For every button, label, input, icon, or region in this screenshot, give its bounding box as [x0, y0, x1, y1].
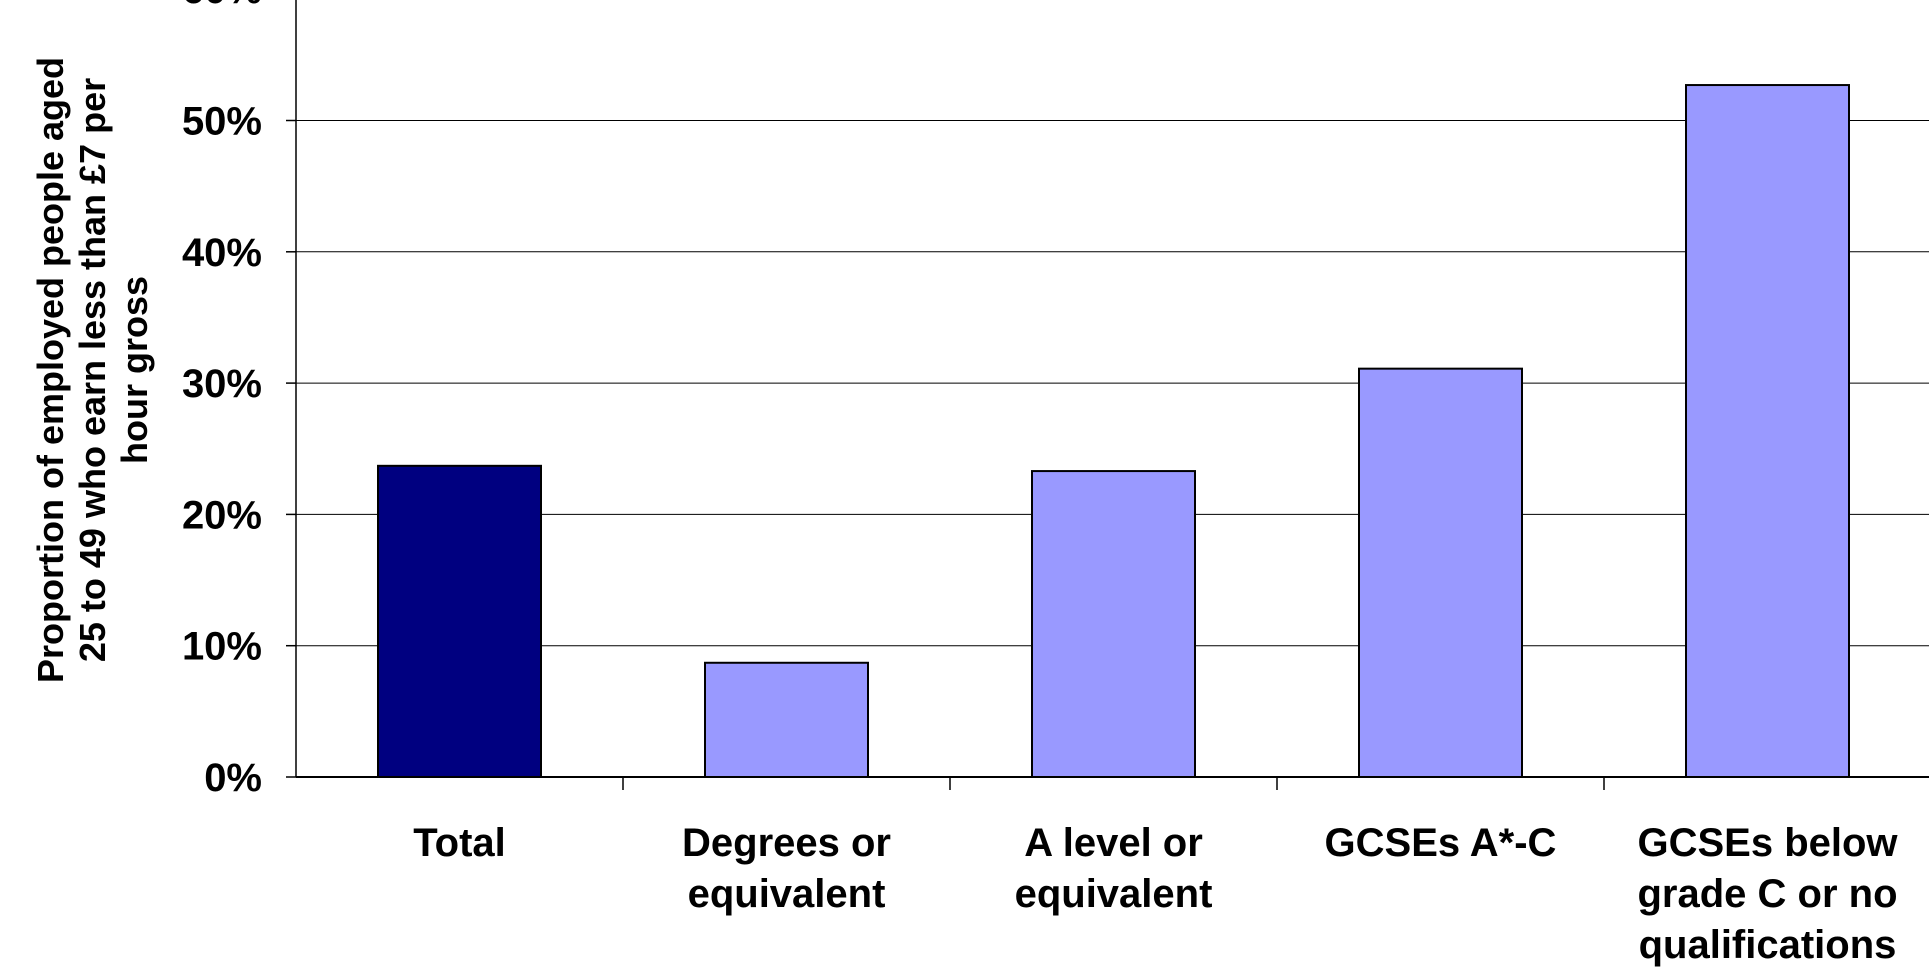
gridlines: [296, 120, 1929, 647]
y-tick-label: 50%: [182, 100, 262, 144]
bar-3: [1031, 470, 1196, 778]
y-tick-label: 30%: [182, 362, 262, 406]
x-category-label-line: A level or: [1024, 821, 1203, 865]
y-axis-title: Proportion of employed people aged25 to …: [30, 57, 155, 683]
x-category-label-line: equivalent: [1015, 872, 1213, 916]
y-tick-label: 40%: [182, 231, 262, 275]
x-category-label-line: Total: [413, 821, 506, 865]
bars: [377, 84, 1850, 778]
x-category-label: GCSEs A*-C: [1325, 821, 1557, 865]
y-axis-ticks: 0% 10% 20% 30% 40% 50% 60%: [182, 0, 296, 800]
y-tick-label: 0%: [204, 756, 262, 800]
x-category-label: Total: [413, 821, 506, 865]
y-axis-title-line: 25 to 49 who earn less than £7 per: [72, 78, 113, 662]
y-tick-label: 10%: [182, 625, 262, 669]
y-tick-label: 20%: [182, 493, 262, 537]
y-tick-label: 60%: [182, 0, 262, 12]
x-axis: [295, 0, 1929, 790]
bar-2: [704, 661, 869, 778]
x-category-label-line: Degrees or: [682, 821, 891, 865]
y-axis-title-line: Proportion of employed people aged: [30, 57, 71, 683]
bar-1: [377, 464, 542, 778]
x-category-label-line: equivalent: [688, 872, 886, 916]
x-category-label-line: GCSEs below: [1637, 821, 1898, 865]
y-axis-label: Proportion of employed people aged25 to …: [30, 57, 155, 683]
x-category-label-line: qualifications: [1639, 923, 1897, 967]
x-category-label-line: GCSEs A*-C: [1325, 821, 1557, 865]
x-axis-labels: Total Degrees or equivalent A level or equiv…: [413, 821, 1898, 967]
x-category-label: A level or equivalent: [1015, 821, 1213, 916]
bar-4: [1358, 367, 1523, 778]
y-axis-title-line: hour gross: [114, 276, 155, 464]
bar-5: [1685, 84, 1850, 778]
x-category-label-line: grade C or no: [1637, 872, 1897, 916]
x-category-label: Degrees or equivalent: [682, 821, 891, 916]
x-category-label: GCSEs below grade C or no qualifications: [1637, 821, 1898, 967]
